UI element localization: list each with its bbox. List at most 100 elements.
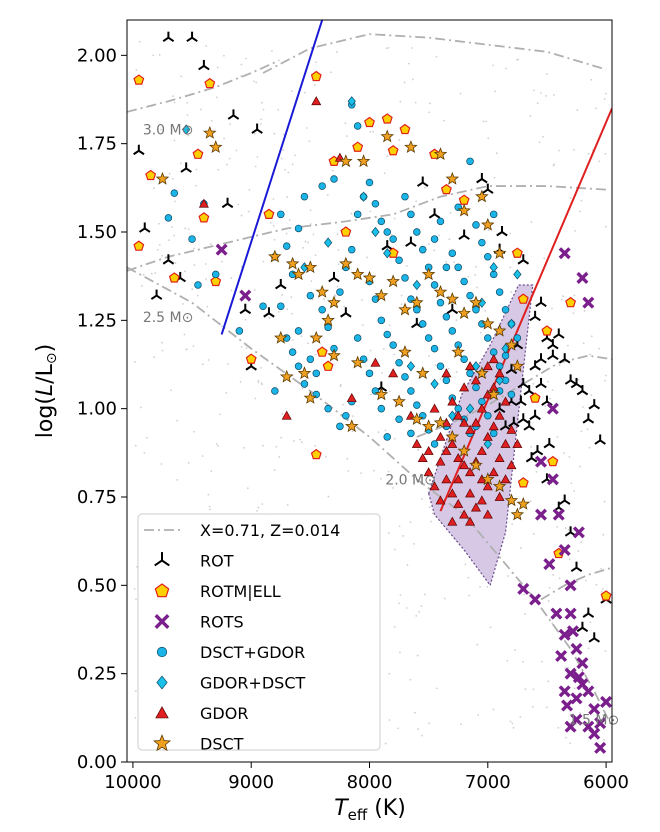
background-point xyxy=(183,333,186,336)
background-point xyxy=(217,168,220,171)
data-point xyxy=(481,472,495,486)
background-point xyxy=(262,108,265,111)
x-tick-label: 10000 xyxy=(104,772,161,793)
background-point xyxy=(435,687,438,690)
background-point xyxy=(173,234,176,237)
data-point xyxy=(340,307,352,318)
data-point xyxy=(459,460,470,470)
background-point xyxy=(193,264,196,266)
data-point xyxy=(377,404,386,413)
data-point xyxy=(407,210,415,219)
data-point xyxy=(346,392,357,402)
background-point xyxy=(158,222,160,225)
background-point xyxy=(173,101,176,104)
data-point xyxy=(211,270,220,279)
background-point xyxy=(388,719,391,721)
background-point xyxy=(304,240,307,243)
background-point xyxy=(545,706,548,709)
data-point xyxy=(364,116,375,128)
y-tick-label: 1.75 xyxy=(77,134,117,155)
data-point xyxy=(133,240,145,251)
data-point xyxy=(489,210,498,219)
background-point xyxy=(509,720,512,723)
data-point xyxy=(294,362,303,371)
background-point xyxy=(208,505,211,508)
background-point xyxy=(530,221,533,224)
background-point xyxy=(406,564,409,566)
background-point xyxy=(171,226,174,228)
data-point xyxy=(235,327,244,335)
background-point xyxy=(133,587,136,590)
data-point xyxy=(194,281,202,289)
background-point xyxy=(285,232,288,235)
data-point xyxy=(328,271,340,283)
y-tick-label: 1.25 xyxy=(77,310,117,331)
data-point xyxy=(204,77,216,89)
data-point xyxy=(447,516,458,526)
data-point xyxy=(506,460,517,470)
data-point xyxy=(424,334,433,342)
background-point xyxy=(311,298,314,301)
background-point xyxy=(172,95,174,98)
data-point xyxy=(493,402,506,413)
background-point xyxy=(576,109,579,112)
background-point xyxy=(477,714,480,716)
data-point xyxy=(417,453,428,463)
background-point xyxy=(545,73,548,75)
data-point xyxy=(392,394,406,408)
background-point xyxy=(577,378,580,381)
data-point xyxy=(482,509,493,519)
background-point xyxy=(323,298,326,301)
background-point xyxy=(576,580,579,583)
background-point xyxy=(361,298,363,301)
background-point xyxy=(510,291,513,294)
data-point xyxy=(433,284,448,298)
background-point xyxy=(254,165,257,168)
background-point xyxy=(587,647,590,650)
background-point xyxy=(492,708,495,711)
background-point xyxy=(186,101,189,104)
track-line-2.5 xyxy=(127,185,607,272)
background-point xyxy=(168,172,171,175)
data-point xyxy=(445,292,460,305)
data-point xyxy=(239,289,252,302)
data-point xyxy=(510,507,525,521)
background-point xyxy=(301,387,304,390)
background-point xyxy=(346,135,348,138)
data-point xyxy=(322,360,334,371)
background-point xyxy=(288,219,291,221)
background-point xyxy=(476,643,479,646)
data-point xyxy=(336,422,344,431)
background-point xyxy=(294,154,297,157)
background-point xyxy=(143,451,146,454)
background-point xyxy=(393,437,396,440)
data-point xyxy=(182,124,191,135)
background-point xyxy=(390,233,393,236)
background-point xyxy=(393,548,396,551)
background-point xyxy=(428,111,431,114)
background-point xyxy=(312,233,315,236)
background-point xyxy=(546,460,549,463)
data-point xyxy=(516,496,531,510)
background-point xyxy=(439,378,442,380)
data-point xyxy=(507,318,516,330)
background-point xyxy=(161,341,164,344)
data-point xyxy=(430,281,439,289)
data-point xyxy=(386,274,400,288)
background-point xyxy=(560,298,563,301)
data-point xyxy=(465,516,476,526)
data-point xyxy=(423,467,434,477)
data-point xyxy=(399,123,411,135)
background-point xyxy=(207,359,210,361)
background-point xyxy=(385,47,388,50)
background-point xyxy=(598,347,601,350)
background-point xyxy=(495,152,498,155)
background-point xyxy=(230,289,233,292)
data-point xyxy=(365,369,374,378)
background-point xyxy=(573,687,576,690)
background-point xyxy=(485,120,488,123)
data-point xyxy=(350,267,365,281)
background-point xyxy=(418,610,421,613)
data-point xyxy=(380,129,394,143)
background-point xyxy=(286,196,289,199)
